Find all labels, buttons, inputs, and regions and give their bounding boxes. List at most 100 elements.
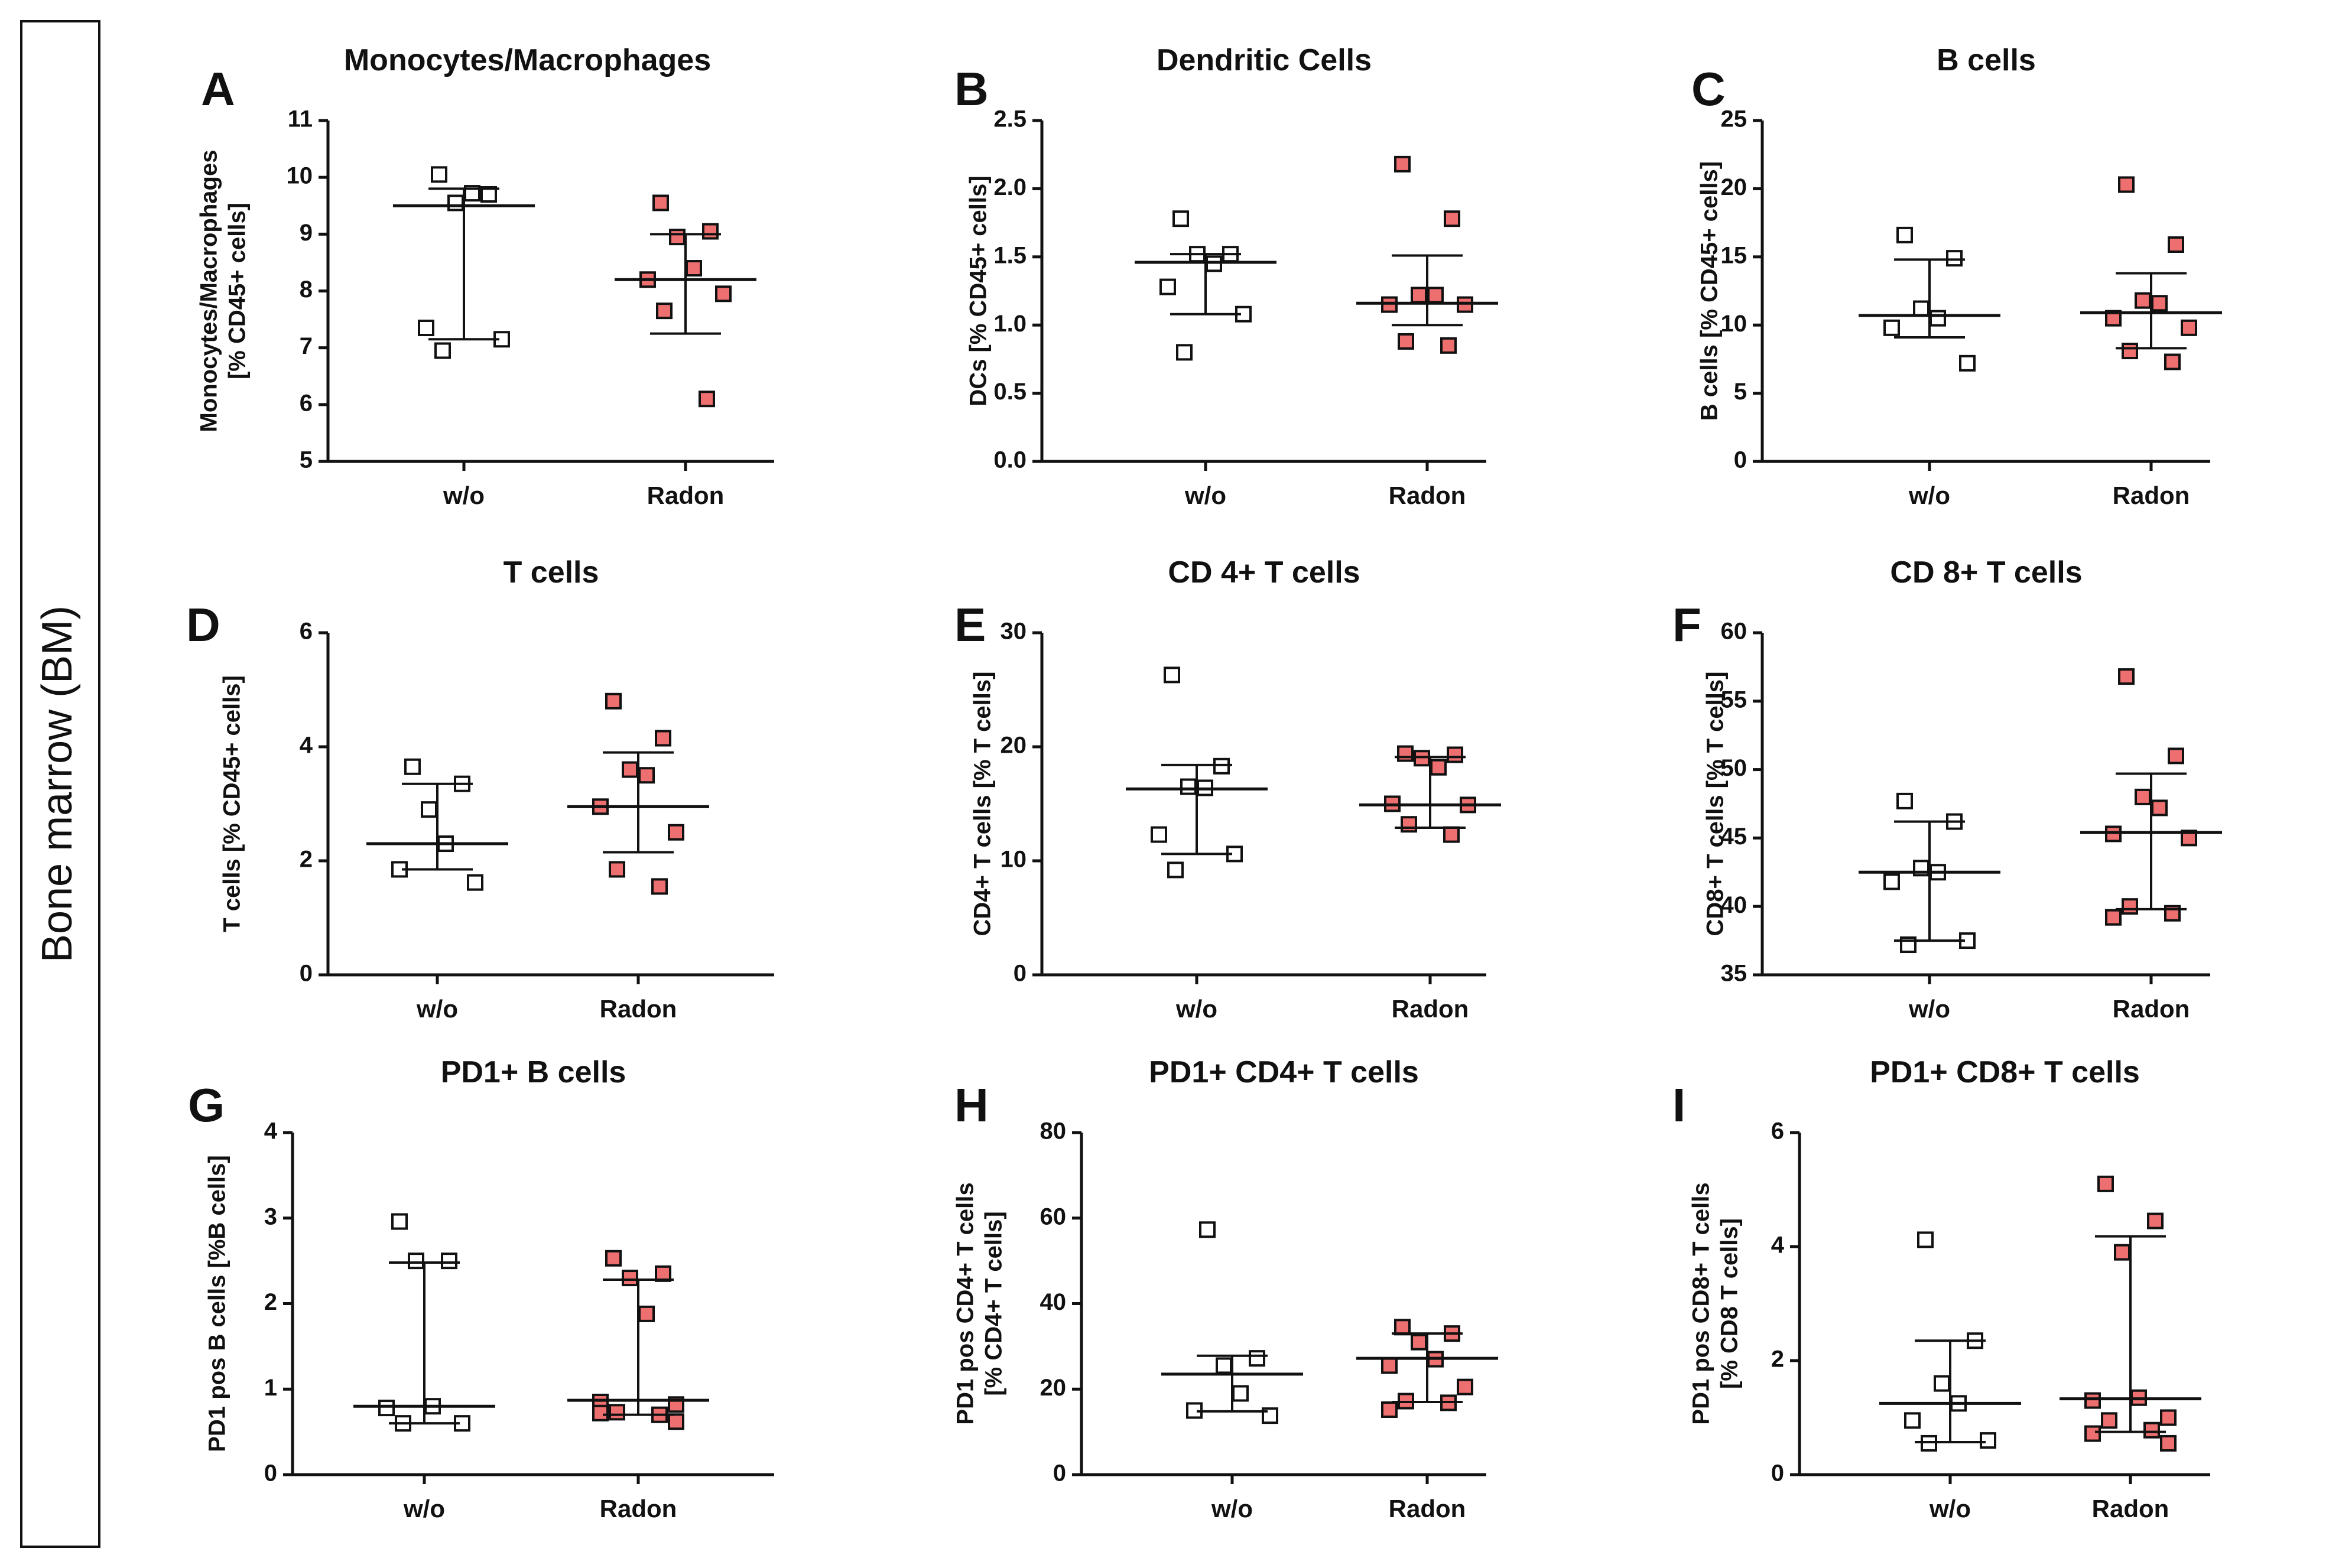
data-point — [441, 1253, 457, 1270]
x-tick-label: w/o — [403, 1495, 445, 1523]
data-point — [1232, 1385, 1249, 1402]
y-axis-label: B cells [% CD45+ cells] — [1697, 161, 1723, 421]
y-tick-label: 6 — [300, 390, 313, 416]
data-point — [1381, 1401, 1398, 1418]
panel-b: B Dendritic Cells DCs [% CD45+ cells] 0.0 0.… — [954, 43, 1498, 509]
data-point — [1151, 826, 1167, 843]
y-axis-label: [% CD8 T cells] — [1717, 1218, 1743, 1389]
data-point — [2118, 668, 2135, 685]
y-tick-label: 1.5 — [993, 242, 1027, 268]
data-point — [655, 730, 671, 747]
data-point — [1180, 778, 1197, 795]
data-point — [668, 824, 684, 841]
panel-d: D T cells T cells [% CD45+ cells] 0 2 4 6 w/o Ra… — [186, 555, 774, 1023]
data-point — [669, 229, 686, 246]
y-tick-label: 30 — [1001, 619, 1027, 645]
data-point — [1172, 210, 1189, 227]
panel-letter: F — [1672, 598, 1701, 651]
data-point — [1159, 278, 1176, 295]
series-wo — [1879, 1231, 2021, 1452]
data-point — [447, 194, 464, 212]
series-wo — [353, 1213, 495, 1432]
series-radon — [2060, 1175, 2201, 1452]
y-axis-label: [% CD45+ cells] — [225, 203, 251, 379]
y-tick-label: 1 — [264, 1375, 277, 1401]
side-label: Bone marrow (BM) — [34, 606, 81, 962]
y-tick-label: 20 — [1040, 1375, 1067, 1401]
data-point — [1401, 816, 1417, 833]
data-point — [2084, 1425, 2101, 1442]
data-point — [638, 1305, 655, 1322]
x-tick-label: Radon — [1389, 1495, 1466, 1523]
x-tick-label: Radon — [1389, 482, 1466, 509]
x-tick-label: Radon — [647, 482, 725, 509]
x-tick-label: w/o — [1929, 1495, 1971, 1523]
data-point — [1411, 287, 1427, 304]
data-point — [2168, 236, 2184, 253]
y-tick-label: 10 — [1721, 311, 1747, 337]
panel-title: CD 8+ T cells — [1890, 555, 2082, 590]
y-tick-label: 4 — [300, 733, 313, 759]
data-point — [1896, 792, 1913, 809]
data-point — [2114, 1244, 2130, 1261]
y-tick-label: 8 — [300, 276, 313, 302]
data-point — [2135, 788, 2151, 805]
data-point — [668, 1413, 684, 1430]
panel-title: Monocytes/Macrophages — [344, 43, 711, 77]
data-point — [1430, 759, 1447, 776]
panel-title: B cells — [1937, 43, 2036, 77]
data-point — [652, 194, 669, 212]
y-tick-label: 50 — [1721, 755, 1747, 781]
data-point — [467, 874, 483, 891]
data-point — [2105, 909, 2122, 926]
y-tick-label: 4 — [1771, 1232, 1785, 1258]
data-point — [2135, 292, 2151, 309]
data-point — [1883, 873, 1900, 890]
series-wo — [393, 166, 535, 359]
y-tick-label: 15 — [1721, 242, 1747, 268]
panel-f: F CD 8+ T cells CD8+ T cells [% T cells] 35… — [1672, 555, 2222, 1023]
panel-letter: C — [1691, 63, 1726, 115]
y-tick-label: 10 — [287, 163, 313, 189]
y-tick-label: 2 — [300, 847, 313, 873]
panel-letter: D — [186, 598, 220, 651]
series-radon — [567, 1250, 709, 1430]
side-label-frame — [20, 20, 100, 1548]
series-wo — [1135, 210, 1276, 361]
x-tick-label: w/o — [1211, 1495, 1253, 1523]
panel-letter: E — [954, 598, 986, 651]
data-point — [1917, 1231, 1934, 1248]
data-point — [2101, 1412, 2117, 1429]
series-radon — [1356, 1319, 1498, 1418]
y-tick-label: 20 — [1721, 174, 1747, 200]
y-axis-label: T cells [% CD45+ cells] — [219, 675, 245, 932]
y-tick-label: 20 — [1001, 733, 1027, 759]
y-axis-label: PD1 pos B cells [%B cells] — [204, 1155, 230, 1452]
series-radon — [567, 692, 709, 895]
data-point — [2151, 799, 2168, 816]
data-point — [1883, 319, 1900, 336]
data-point — [686, 260, 702, 277]
data-point — [605, 1250, 622, 1267]
data-point — [1199, 1221, 1216, 1238]
y-axis-label: CD8+ T cells [% T cells] — [1703, 672, 1729, 936]
panel-title: PD1+ B cells — [441, 1055, 626, 1089]
data-point — [2181, 319, 2197, 336]
data-point — [391, 861, 408, 878]
data-point — [2160, 1409, 2177, 1426]
data-point — [2084, 1392, 2101, 1409]
series-wo — [1859, 226, 2000, 372]
data-point — [699, 391, 715, 408]
y-axis-label: PD1 pos CD4+ T cells — [953, 1182, 979, 1424]
series-radon — [2080, 176, 2222, 370]
series-radon — [615, 194, 756, 408]
series-radon — [2080, 668, 2222, 926]
y-tick-label: 5 — [1734, 379, 1747, 405]
data-point — [592, 1404, 609, 1421]
data-point — [651, 878, 668, 895]
y-axis-label: CD4+ T cells [% T cells] — [970, 672, 996, 936]
data-point — [1946, 250, 1963, 267]
data-point — [622, 761, 638, 778]
y-tick-label: 80 — [1040, 1118, 1067, 1144]
data-point — [2160, 1434, 2177, 1452]
